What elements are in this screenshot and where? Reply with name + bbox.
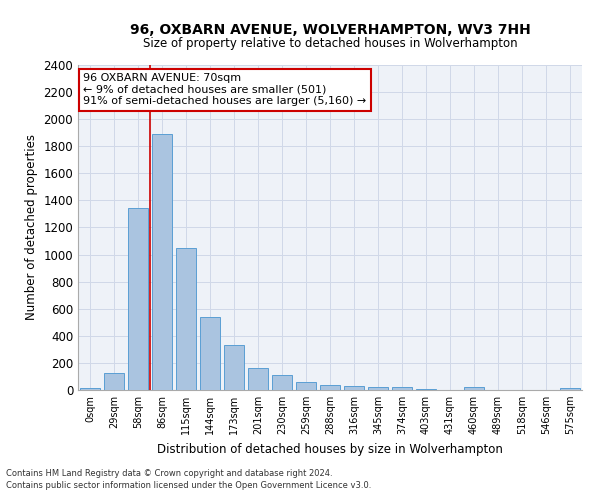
Text: Size of property relative to detached houses in Wolverhampton: Size of property relative to detached ho… xyxy=(143,38,517,51)
Bar xyxy=(224,344,244,390)
Bar xyxy=(416,388,436,390)
Y-axis label: Number of detached properties: Number of detached properties xyxy=(25,134,38,320)
Text: 96 OXBARN AVENUE: 70sqm
← 9% of detached houses are smaller (501)
91% of semi-de: 96 OXBARN AVENUE: 70sqm ← 9% of detached… xyxy=(83,73,366,106)
Bar xyxy=(368,386,388,390)
Bar xyxy=(152,134,172,390)
Text: Contains public sector information licensed under the Open Government Licence v3: Contains public sector information licen… xyxy=(6,481,371,490)
Bar xyxy=(296,382,316,390)
Bar xyxy=(176,248,196,390)
Text: 96, OXBARN AVENUE, WOLVERHAMPTON, WV3 7HH: 96, OXBARN AVENUE, WOLVERHAMPTON, WV3 7H… xyxy=(130,22,530,36)
Bar xyxy=(560,388,580,390)
Bar xyxy=(104,373,124,390)
Bar xyxy=(344,386,364,390)
Bar xyxy=(320,384,340,390)
Text: Contains HM Land Registry data © Crown copyright and database right 2024.: Contains HM Land Registry data © Crown c… xyxy=(6,468,332,477)
Bar xyxy=(128,208,148,390)
Bar xyxy=(392,388,412,390)
Bar xyxy=(200,317,220,390)
Bar xyxy=(80,388,100,390)
Bar xyxy=(248,368,268,390)
X-axis label: Distribution of detached houses by size in Wolverhampton: Distribution of detached houses by size … xyxy=(157,442,503,456)
Bar xyxy=(272,375,292,390)
Bar xyxy=(464,388,484,390)
